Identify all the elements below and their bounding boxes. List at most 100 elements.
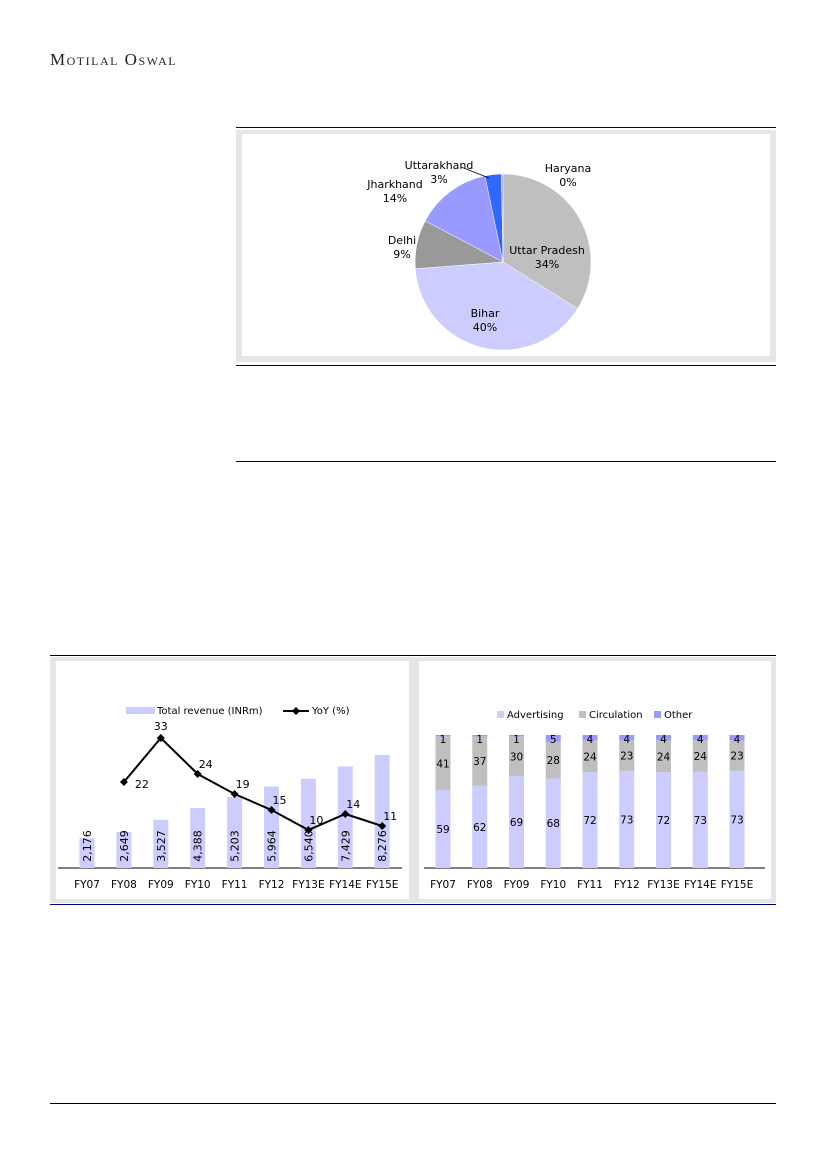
segment-label: 23 — [730, 751, 743, 763]
segment-label: 24 — [583, 751, 597, 763]
segment-label: 24 — [694, 751, 708, 763]
x-tick-label: FY08 — [467, 879, 493, 891]
pie-label: Jharkhand — [366, 178, 423, 191]
exhibit-bottom-rule-2 — [50, 904, 776, 905]
stacked-bar-other — [472, 735, 488, 737]
stacked-bar-other — [435, 735, 451, 737]
stacked-bar-advertising — [656, 772, 671, 868]
segment-label: 28 — [547, 755, 560, 767]
x-tick-label: FY07 — [74, 879, 100, 891]
legend-swatch-advertising — [497, 711, 504, 718]
segment-label: 4 — [660, 734, 667, 746]
stacked-bar-circulation — [435, 736, 451, 791]
segment-label: 4 — [734, 734, 741, 746]
segment-label: 73 — [694, 815, 707, 827]
yoy-marker — [304, 826, 313, 834]
pie-label: Uttarakhand — [405, 159, 474, 172]
x-tick-label: FY09 — [148, 879, 174, 891]
yoy-marker — [230, 790, 239, 798]
pie-label: Uttar Pradesh — [509, 244, 585, 257]
logo: Motilal Oswal — [50, 50, 178, 69]
yoy-label: 24 — [199, 758, 213, 771]
stacked-bar-other — [545, 735, 561, 742]
segment-label: 41 — [436, 758, 449, 770]
pie-pct-label: 9% — [393, 248, 410, 261]
x-tick-label: FY14E — [329, 879, 361, 891]
revenue-label: 5,203 — [229, 830, 242, 862]
stacked-bar-circulation — [692, 740, 708, 772]
stacked-bar-circulation — [582, 740, 598, 773]
revenue-bar — [79, 838, 95, 868]
segment-label: 1 — [440, 734, 447, 746]
revenue-label: 5,964 — [266, 830, 279, 862]
stacked-bar-other — [692, 735, 708, 741]
legend-label: Advertising — [507, 710, 564, 721]
x-tick-label: FY13E — [292, 879, 324, 891]
x-tick-label: FY07 — [430, 879, 456, 891]
yoy-marker — [193, 770, 202, 778]
segment-label: 59 — [436, 824, 449, 836]
revenue-label: 8,276 — [376, 830, 389, 862]
leader-line — [460, 166, 490, 179]
revenue-bar — [227, 796, 243, 868]
yoy-marker — [267, 806, 276, 814]
yoy-label: 22 — [135, 778, 149, 791]
segment-label: 69 — [510, 817, 523, 829]
footer-rule — [50, 1103, 776, 1104]
legend-swatch-circulation — [579, 711, 586, 718]
segment-label: 24 — [657, 751, 671, 763]
stacked-bar-circulation — [509, 736, 524, 777]
x-tick-label: FY11 — [222, 879, 248, 891]
x-tick-label: FY10 — [185, 879, 211, 891]
segment-label: 37 — [473, 756, 486, 768]
stacked-bar-advertising — [509, 776, 524, 868]
yoy-label: 10 — [309, 814, 323, 827]
revenue-label: 3,527 — [155, 830, 168, 862]
pie-slice-haryana — [501, 173, 504, 263]
legend-label: Other — [664, 710, 693, 721]
yoy-marker — [341, 810, 350, 818]
yoy-label: 14 — [346, 798, 360, 811]
stacked-bar-circulation — [545, 741, 561, 779]
x-tick-label: FY13E — [647, 879, 679, 891]
legend-swatch-other — [654, 711, 661, 718]
segment-label: 73 — [620, 814, 633, 826]
yoy-label: 33 — [154, 720, 168, 733]
stacked-bar-advertising — [545, 778, 561, 868]
pie-slice-bihar — [414, 261, 578, 351]
stacked-bar-circulation — [729, 740, 745, 771]
pie-slice-jharkhand — [424, 175, 504, 263]
yoy-marker — [378, 822, 387, 830]
pie-label: Delhi — [388, 234, 416, 247]
yoy-label: 11 — [383, 810, 397, 823]
stacked-bar-advertising — [472, 785, 488, 868]
x-tick-label: FY12 — [614, 879, 640, 891]
legend-label: Total revenue (INRm) — [156, 706, 263, 717]
legend-label: Circulation — [589, 710, 643, 721]
yoy-label: 15 — [273, 794, 287, 807]
exhibit-top-rule — [236, 127, 776, 128]
x-tick-label: FY10 — [540, 879, 566, 891]
pie-pct-label: 0% — [559, 176, 576, 189]
x-tick-label: FY15E — [721, 879, 753, 891]
exhibit-bottom-rule — [236, 365, 776, 366]
yoy-label: 19 — [236, 778, 250, 791]
x-tick-label: FY15E — [366, 879, 398, 891]
x-tick-label: FY11 — [577, 879, 603, 891]
pie-pct-label: 34% — [535, 258, 559, 271]
x-tick-label: FY14E — [684, 879, 716, 891]
legend-swatch-revenue — [126, 707, 155, 714]
segment-label: 4 — [697, 734, 704, 746]
stacked-bar-circulation — [656, 740, 671, 773]
segment-label: 1 — [513, 734, 520, 746]
revenue-bar — [300, 778, 316, 868]
stacked-bar-other — [619, 735, 635, 741]
revenue-label: 4,388 — [192, 830, 205, 862]
pie-label: Bihar — [471, 307, 500, 320]
segment-label: 5 — [550, 734, 557, 746]
yoy-marker — [156, 734, 165, 742]
segment-label: 72 — [583, 815, 596, 827]
stacked-bar-advertising — [692, 771, 708, 868]
